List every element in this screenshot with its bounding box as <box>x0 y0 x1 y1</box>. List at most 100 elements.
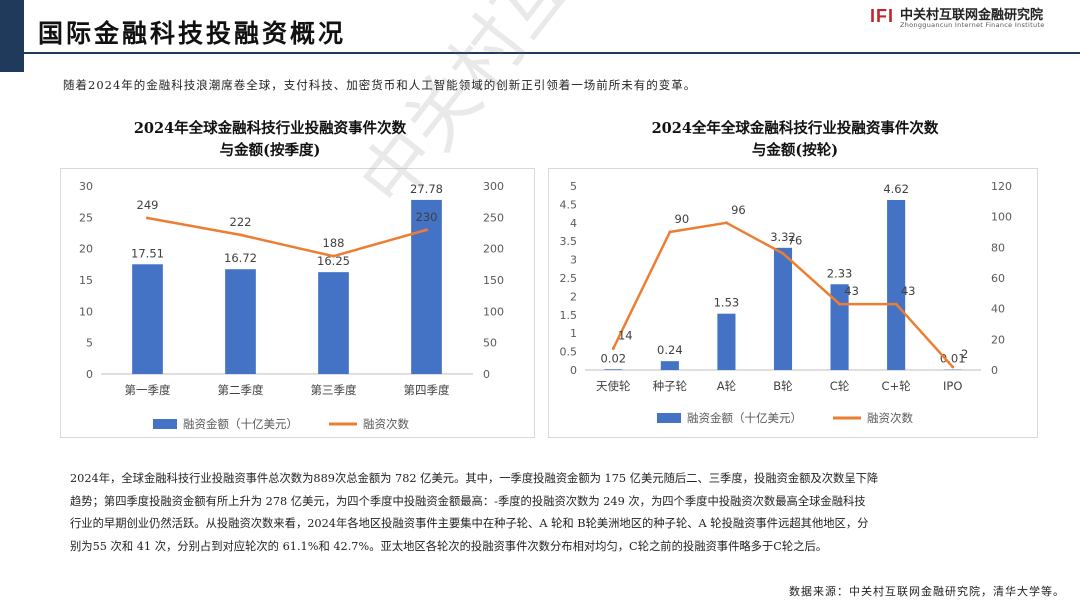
chart-round-y-right-tick: 100 <box>991 211 1012 224</box>
chart-quarterly-bar <box>318 272 349 374</box>
body-paragraph-line: 别为55 次和 41 次，分别占到对应轮次的 61.1%和 42.7%。亚太地区… <box>70 539 828 553</box>
chart-quarterly-bar <box>411 199 442 374</box>
chart-quarterly-y-right-tick: 150 <box>483 274 504 287</box>
chart-quarterly-title-line2: 与金额(按季度) <box>219 142 321 159</box>
chart-round-y-left-tick: 1.5 <box>560 309 578 322</box>
chart-quarterly: 0 5 10 15 20 25 30 0 50 100 150 200 250 300 17.51 16.72… <box>60 168 535 438</box>
chart-round-y-right-tick: 20 <box>991 333 1005 346</box>
chart-round-bar-label: 2.33 <box>827 266 853 280</box>
header-divider <box>24 52 1080 54</box>
chart-quarterly-line-label: 188 <box>323 236 345 250</box>
chart-round-x-tick: 天使轮 <box>596 379 631 393</box>
chart-round-y-left-tick: 5 <box>570 180 577 193</box>
chart-quarterly-line-point <box>146 216 149 220</box>
chart-round-bar-label: 0.02 <box>600 351 626 365</box>
chart-round-bar <box>773 247 793 370</box>
chart-round-line-label: 43 <box>901 284 916 298</box>
chart-quarterly-y-left-tick: 25 <box>79 211 93 224</box>
chart-round-x-tick: IPO <box>943 379 962 393</box>
chart-round-y-left-tick: 4 <box>570 217 577 230</box>
chart-round-bar-label: 0.24 <box>657 343 683 357</box>
chart-quarterly-x-tick: 第四季度 <box>404 383 450 397</box>
chart-quarterly-title: 2024年全球金融科技行业投融资事件次数 与金额(按季度) <box>60 118 480 162</box>
chart-quarterly-y-left-tick: 5 <box>86 337 93 350</box>
chart-round-x-tick: B轮 <box>773 379 793 393</box>
chart-quarterly-y-right-tick: 300 <box>483 180 504 193</box>
chart-round-y-left-tick: 3 <box>570 254 577 267</box>
chart-quarterly-line-point <box>425 228 428 232</box>
chart-round-bar-label: 0.01 <box>940 352 966 366</box>
chart-quarterly-title-line1: 2024年全球金融科技行业投融资事件次数 <box>133 120 407 137</box>
chart-round-line-point <box>611 347 615 351</box>
chart-quarterly-legend-line-label: 融资次数 <box>363 417 409 431</box>
chart-quarterly-line-point <box>332 254 335 258</box>
chart-quarterly-bar-label: 27.78 <box>410 182 443 196</box>
chart-round-title-line1: 2024全年全球金融科技行业投融资事件次数 <box>651 120 939 137</box>
chart-round-x-tick: C轮 <box>830 379 850 393</box>
chart-round-bar <box>887 199 906 370</box>
chart-round-y-left-tick: 0 <box>570 364 577 377</box>
chart-quarterly-bar <box>132 264 163 374</box>
chart-round-y-left-tick: 3.5 <box>560 235 578 248</box>
chart-quarterly-bar-label: 16.25 <box>317 254 350 268</box>
chart-quarterly-legend-bar-label: 融资金额（十亿美元） <box>183 417 298 431</box>
chart-round-line-point <box>668 230 672 234</box>
chart-quarterly-line-point <box>239 233 242 237</box>
body-text: 2024年，全球金融科技行业投融资事件总次数为889次总金额为 782 亿美元。… <box>70 468 1030 558</box>
chart-round-bar-label: 3.32 <box>770 230 796 244</box>
chart-round-title: 2024全年全球金融科技行业投融资事件次数 与金额(按轮) <box>550 118 1040 162</box>
chart-quarterly-bar <box>225 269 256 374</box>
chart-round-legend-bar-swatch <box>657 413 681 423</box>
chart-round-bar <box>830 284 849 370</box>
chart-quarterly-legend-bar-swatch <box>153 419 177 429</box>
data-source: 数据来源：中关村互联网金融研究院，清华大学等。 <box>789 585 1065 598</box>
chart-quarterly-line-label: 249 <box>137 198 159 212</box>
chart-round-line-point <box>724 221 728 225</box>
chart-round: 0 0.5 1 1.5 2 2.5 3 3.5 4 4.5 5 0 20 40 60 80 100 120 0.02… <box>548 168 1038 438</box>
chart-quarterly-y-right-tick: 50 <box>483 337 497 350</box>
chart-quarterly-line-series <box>147 216 427 258</box>
chart-round-y-right-tick: 80 <box>991 241 1005 254</box>
chart-quarterly-x-tick: 第一季度 <box>125 383 171 397</box>
chart-round-bar-label: 1.53 <box>714 296 740 310</box>
chart-round-y-left-tick: 0.5 <box>560 346 578 359</box>
chart-round-y-right-tick: 40 <box>991 303 1005 316</box>
chart-round-y-right-tick: 60 <box>991 272 1005 285</box>
chart-round-bar <box>717 313 736 370</box>
chart-quarterly-y-left-tick: 10 <box>79 305 93 318</box>
chart-round-line-label: 76 <box>788 233 803 247</box>
chart-round-x-tick: A轮 <box>717 379 737 393</box>
chart-round-svg: 0 0.5 1 1.5 2 2.5 3 3.5 4 4.5 5 0 20 40 60 80 100 120 0.02… <box>560 180 1013 425</box>
chart-round-line-point <box>951 365 955 369</box>
body-paragraph-line: 2024年，全球金融科技行业投融资事件总次数为889次总金额为 782 亿美元。… <box>70 472 879 485</box>
chart-round-bar <box>660 361 679 370</box>
chart-round-bar-label: 4.62 <box>883 182 909 196</box>
page-title: 国际金融科技投融资概况 <box>38 19 347 48</box>
body-paragraph-line: 行业的早期创业仍然活跃。从投融资次数来看，2024年各地区投融资事件主要集中在种… <box>70 517 869 530</box>
chart-quarterly-y-left-tick: 30 <box>79 180 93 193</box>
chart-round-line-label: 14 <box>618 329 633 343</box>
chart-round-line-point <box>894 302 898 306</box>
chart-quarterly-bar-label: 17.51 <box>131 246 164 260</box>
header-accent-bar <box>0 0 24 72</box>
chart-round-y-left-tick: 4.5 <box>560 198 578 211</box>
chart-quarterly-y-right-tick: 0 <box>483 368 490 381</box>
chart-round-y-left-tick: 2.5 <box>560 272 578 285</box>
chart-quarterly-y-left-tick: 20 <box>79 243 93 256</box>
logo-mark: IFI <box>870 6 894 26</box>
chart-round-legend-bar-label: 融资金额（十亿美元） <box>687 411 802 425</box>
chart-quarterly-y-right-tick: 100 <box>483 305 504 318</box>
chart-round-line-point <box>838 302 842 306</box>
chart-round-bar <box>604 369 623 370</box>
chart-round-legend-line-label: 融资次数 <box>867 411 913 425</box>
chart-round-line-label: 90 <box>675 212 690 226</box>
chart-quarterly-y-right-tick: 250 <box>483 211 504 224</box>
chart-quarterly-y-right-tick: 200 <box>483 243 504 256</box>
body-paragraph-line: 趋势；第四季度投融资金额有所上升为 278 亿美元，为四个季度中投融资金额最高：… <box>70 494 866 508</box>
chart-round-line-label: 2 <box>961 347 968 361</box>
chart-round-line-point <box>781 251 785 255</box>
chart-quarterly-line-label: 222 <box>230 215 252 229</box>
logo-name-cn: 中关村互联网金融研究院 <box>900 8 1044 23</box>
chart-round-y-left-tick: 1 <box>570 327 577 340</box>
institute-logo: IFI 中关村互联网金融研究院 Zhongguancun Internet Fi… <box>870 4 1070 30</box>
